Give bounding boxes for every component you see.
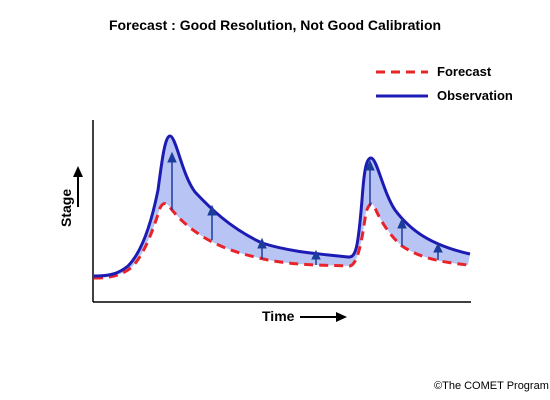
y-axis-arrow bbox=[73, 166, 83, 207]
arrow-4 bbox=[311, 249, 321, 265]
axes bbox=[92, 120, 471, 303]
arrow-2 bbox=[207, 204, 217, 240]
forecast-line bbox=[93, 202, 469, 280]
legend-observation-label: Observation bbox=[437, 88, 513, 103]
arrow-3 bbox=[257, 237, 267, 259]
arrow-6 bbox=[397, 217, 407, 246]
x-axis-arrow bbox=[300, 312, 347, 322]
difference-shading bbox=[94, 136, 470, 278]
legend-forecast-label: Forecast bbox=[437, 64, 492, 79]
credit-text: ©The COMET Program bbox=[434, 380, 549, 392]
arrow-7 bbox=[433, 242, 443, 260]
y-axis-label: Stage bbox=[58, 188, 74, 227]
difference-arrows bbox=[167, 151, 443, 265]
x-axis-label: Time bbox=[262, 308, 295, 324]
arrow-5 bbox=[365, 159, 375, 206]
legend-swatches bbox=[376, 70, 428, 98]
diagram-title: Forecast : Good Resolution, Not Good Cal… bbox=[108, 17, 442, 33]
arrow-1 bbox=[167, 151, 177, 210]
